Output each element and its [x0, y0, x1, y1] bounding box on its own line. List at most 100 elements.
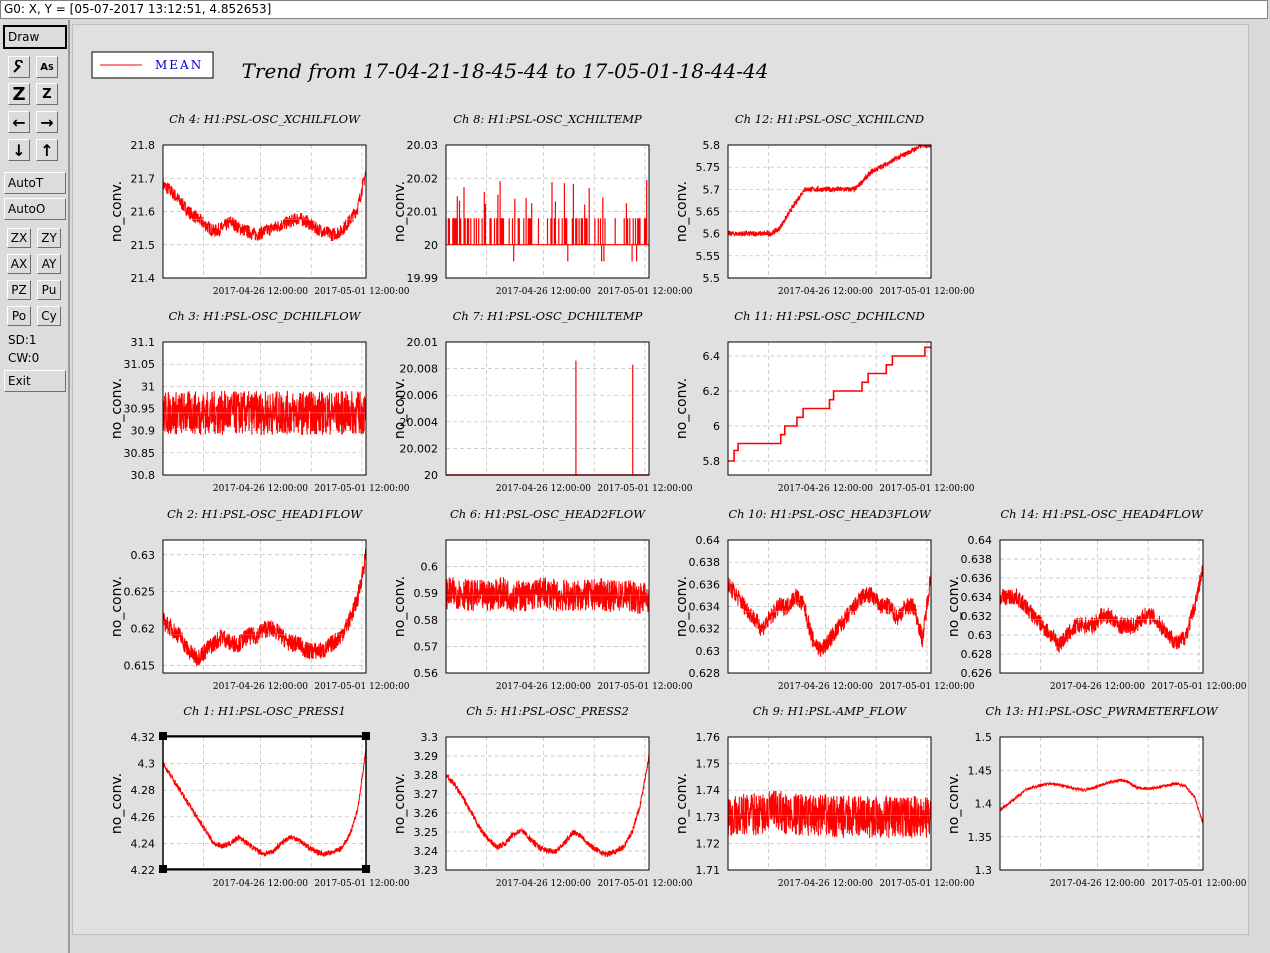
x-tick-label: 2017-04-26 12:00:00	[1050, 879, 1145, 889]
y-tick-label: 4.3	[138, 758, 156, 771]
zoom-z-small-icon[interactable]: Z	[36, 83, 58, 105]
chart-title: Ch 3: H1:PSL-OSC_DCHILFLOW	[168, 309, 361, 323]
chart-panel-4[interactable]: 30.8 30.85 30.9 30.95 31 31.05 31.1 2017-04-26 …	[109, 309, 410, 494]
autoo-button[interactable]: AutoO	[4, 198, 66, 220]
y-tick-label: 21.8	[131, 139, 156, 152]
cy-button[interactable]: Cy	[37, 306, 61, 326]
y-tick-label: 4.24	[131, 837, 156, 850]
chart-panel-7[interactable]: 0.615 0.62 0.625 0.63 2017-04-26 12:00:00 201…	[109, 507, 410, 692]
status-bar: G0: X, Y = [05-07-2017 13:12:51, 4.85265…	[0, 0, 1268, 19]
x-tick-label: 2017-05-01 12:00:00	[597, 287, 692, 297]
y-axis-label: no_conv.	[392, 576, 408, 637]
autot-button[interactable]: AutoT	[4, 172, 66, 194]
draw-label: Draw	[8, 30, 40, 44]
chart-panel-6[interactable]: 5.8 6 6.2 6.4 2017-04-26 12:00:00 2017-05-01 …	[674, 309, 975, 494]
chart-panel-8[interactable]: 0.56 0.57 0.58 0.59 0.6 2017-04-26 12:00:00 20…	[392, 507, 693, 692]
plot-frame	[727, 144, 932, 279]
x-tick-label: 2017-05-01 12:00:00	[879, 484, 974, 494]
y-tick-label: 21.7	[131, 172, 156, 185]
chart-panel-10[interactable]: 0.626 0.628 0.63 0.632 0.634 0.636 0.638 0.64 20…	[946, 507, 1247, 692]
y-tick-label: 4.32	[131, 731, 156, 744]
autot-label: AutoT	[8, 176, 44, 190]
zy-button[interactable]: ZY	[37, 228, 61, 248]
data-series-line	[727, 790, 932, 839]
data-series-line	[727, 143, 932, 237]
data-series-line	[445, 179, 649, 262]
x-tick-label: 2017-04-26 12:00:00	[778, 682, 873, 692]
arrow-right-icon[interactable]: →	[36, 111, 58, 133]
chart-panel-9[interactable]: 0.628 0.63 0.632 0.634 0.636 0.638 0.64 2017-04…	[674, 507, 975, 692]
y-axis-label: no_conv.	[392, 378, 408, 439]
x-tick-label: 2017-05-01 12:00:00	[879, 682, 974, 692]
pz-button[interactable]: PZ	[7, 280, 31, 300]
sd-label: SD:1	[8, 333, 37, 347]
y-tick-label: 1.35	[968, 831, 993, 844]
zy-label: ZY	[41, 231, 57, 245]
chart-title: Ch 11: H1:PSL-OSC_DCHILCND	[734, 309, 925, 323]
y-tick-label: 0.615	[124, 660, 156, 673]
data-series-line	[162, 747, 367, 858]
y-tick-label: 5.7	[703, 183, 721, 196]
y-tick-label: 1.4	[975, 798, 993, 811]
y-tick-label: 31.1	[131, 336, 156, 349]
po-button[interactable]: Po	[7, 306, 31, 326]
exit-button[interactable]: Exit	[4, 370, 66, 392]
chart-panel-1[interactable]: 21.4 21.5 21.6 21.7 21.8 2017-04-26 12:00:00 2…	[109, 112, 410, 297]
x-tick-label: 2017-04-26 12:00:00	[778, 879, 873, 889]
chart-title: Ch 7: H1:PSL-OSC_DCHILTEMP	[453, 309, 643, 323]
ax-button[interactable]: AX	[7, 254, 31, 274]
ay-button[interactable]: AY	[37, 254, 61, 274]
chart-title: Ch 13: H1:PSL-OSC_PWRMETERFLOW	[985, 704, 1218, 718]
y-tick-label: 20.03	[407, 139, 439, 152]
chart-panel-13[interactable]: 1.71 1.72 1.73 1.74 1.75 1.76 2017-04-26 12:00…	[674, 704, 975, 889]
zoom-z-icon[interactable]: Z	[8, 83, 30, 105]
x-tick-label: 2017-05-01 12:00:00	[597, 484, 692, 494]
arrow-down-icon[interactable]: ↓	[8, 139, 30, 161]
x-tick-label: 2017-04-26 12:00:00	[778, 287, 873, 297]
chart-panel-12[interactable]: 3.23 3.24 3.25 3.26 3.27 3.28 3.29 3.3 2017-04-2…	[392, 704, 693, 889]
wrench-icon[interactable]	[8, 56, 30, 78]
pu-label: Pu	[41, 283, 57, 297]
y-tick-label: 1.75	[696, 758, 721, 771]
ay-label: AY	[41, 257, 57, 271]
y-tick-label: 5.55	[696, 250, 721, 263]
y-tick-label: 20.01	[407, 206, 439, 219]
y-tick-label: 20.02	[407, 172, 439, 185]
y-tick-label: 4.28	[131, 784, 156, 797]
chart-panel-5[interactable]: 20 20.002 20.004 20.006 20.008 20.01 2017-04-2…	[392, 309, 693, 494]
x-tick-label: 2017-05-01 12:00:00	[314, 484, 409, 494]
zx-button[interactable]: ZX	[7, 228, 31, 248]
y-axis-label: no_conv.	[946, 576, 962, 637]
chart-panel-11[interactable]: 4.22 4.24 4.26 4.28 4.3 4.32 2017-04-26 12:00:…	[109, 704, 410, 889]
pu-button[interactable]: Pu	[37, 280, 61, 300]
chart-panel-3[interactable]: 5.5 5.55 5.6 5.65 5.7 5.75 5.8 2017-04-26 12:00…	[674, 112, 975, 297]
chart-panel-2[interactable]: 19.99 20 20.01 20.02 20.03 2017-04-26 12:00:0…	[392, 112, 693, 297]
draw-button[interactable]: Draw	[3, 25, 67, 49]
data-series-line	[445, 753, 650, 858]
y-tick-label: 21.6	[131, 206, 156, 219]
y-tick-label: 3.25	[414, 826, 439, 839]
selection-handles[interactable]	[159, 732, 370, 873]
data-series-line	[728, 346, 931, 462]
y-tick-label: 19.99	[407, 272, 439, 285]
chart-panel-14[interactable]: 1.3 1.35 1.4 1.45 1.5 2017-04-26 12:00:00 2017…	[946, 704, 1247, 889]
y-axis-label: no_conv.	[109, 576, 125, 637]
plot-frame	[445, 341, 650, 476]
arrow-up-icon[interactable]: ↑	[36, 139, 58, 161]
y-tick-label: 3.27	[414, 788, 439, 801]
x-tick-label: 2017-04-26 12:00:00	[213, 879, 308, 889]
x-tick-label: 2017-05-01 12:00:00	[879, 879, 974, 889]
y-tick-label: 5.6	[703, 228, 721, 241]
chart-title: Ch 12: H1:PSL-OSC_XCHILCND	[735, 112, 924, 126]
y-axis-label: no_conv.	[109, 773, 125, 834]
x-tick-label: 2017-04-26 12:00:00	[1050, 682, 1145, 692]
chart-title: Ch 6: H1:PSL-OSC_HEAD2FLOW	[450, 507, 646, 521]
x-tick-label: 2017-04-26 12:00:00	[213, 484, 308, 494]
arrow-left-icon[interactable]: ←	[8, 111, 30, 133]
y-tick-label: 20.01	[407, 336, 439, 349]
y-tick-label: 0.59	[414, 587, 439, 600]
y-tick-label: 0.625	[124, 586, 156, 599]
y-tick-label: 3.24	[414, 845, 439, 858]
